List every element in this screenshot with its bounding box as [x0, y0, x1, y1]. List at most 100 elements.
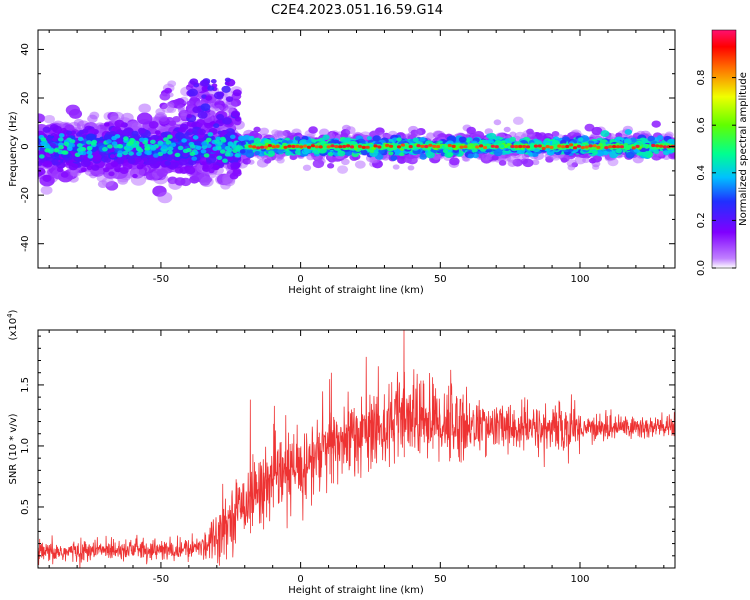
heatmap-cell: [168, 120, 177, 127]
heatmap-cell: [165, 140, 172, 145]
heatmap-cell: [201, 144, 208, 150]
heatmap-cell: [91, 164, 100, 171]
heatmap-cell: [449, 157, 460, 166]
heatmap-cell: [196, 122, 203, 128]
heatmap-cell: [189, 144, 196, 149]
heatmap-cell: [109, 154, 116, 159]
heatmap-cell: [191, 156, 198, 161]
heatmap-cell: [66, 146, 73, 151]
heatmap-cell: [240, 141, 246, 146]
heatmap-cell: [167, 134, 173, 139]
heatmap-cell: [600, 130, 610, 138]
heatmap-cell: [148, 157, 158, 165]
heatmap-cell: [216, 113, 225, 121]
heatmap-cell: [49, 124, 59, 131]
heatmap-cell: [412, 137, 419, 143]
heatmap-cell: [232, 169, 242, 177]
heatmap-cell: [392, 164, 400, 170]
heatmap-cell: [115, 171, 131, 183]
heatmap-cell: [560, 139, 567, 145]
heatmap-cell: [42, 174, 52, 182]
heatmap-cell: [199, 176, 214, 187]
heatmap-cell: [148, 121, 159, 129]
heatmap-cell: [207, 85, 215, 91]
heatmap-cell: [205, 137, 212, 142]
heatmap-cell: [150, 146, 157, 151]
heatmap-cell: [623, 138, 632, 145]
heatmap-cell: [212, 146, 219, 151]
heatmap-cell: [419, 136, 426, 142]
heatmap-cell: [294, 136, 301, 141]
heatmap-cell: [388, 151, 394, 156]
heatmap-cell: [607, 157, 619, 167]
heatmap-cell: [138, 137, 145, 142]
heatmap-cell: [58, 145, 64, 150]
heatmap-cell: [76, 147, 83, 152]
heatmap-cell: [192, 106, 202, 114]
heatmap-cell: [230, 162, 240, 170]
heatmap-cell: [651, 120, 661, 128]
heatmap-cell: [40, 137, 47, 142]
heatmap-cell: [372, 135, 381, 142]
heatmap-cell: [206, 155, 217, 164]
heatmap-cell: [592, 155, 602, 163]
heatmap-cell: [181, 151, 189, 158]
heatmap-cell: [220, 138, 227, 143]
heatmap-cell: [174, 152, 181, 158]
heatmap-cell: [87, 154, 94, 159]
heatmap-cell: [360, 149, 368, 156]
heatmap-cell: [179, 133, 186, 139]
heatmap-cell: [601, 143, 607, 147]
heatmap-cell: [42, 160, 53, 168]
heatmap-cell: [390, 155, 398, 161]
heatmap-cell: [234, 153, 241, 158]
heatmap-cell: [512, 116, 524, 125]
heatmap-cell: [131, 130, 139, 137]
heatmap-cell: [591, 126, 603, 136]
heatmap-cell: [354, 160, 366, 169]
heatmap-cell: [345, 126, 356, 135]
heatmap-cell: [40, 141, 46, 146]
heatmap-cell: [167, 146, 174, 151]
heatmap-cell: [82, 128, 89, 134]
heatmap-cell: [122, 150, 129, 156]
heatmap-cell: [177, 145, 184, 151]
heatmap-cell: [200, 149, 207, 154]
heatmap-cell: [186, 147, 192, 153]
heatmap-cell: [119, 167, 129, 174]
heatmap-cell: [61, 150, 67, 155]
heatmap-cell: [42, 126, 51, 133]
heatmap-cell: [107, 144, 113, 149]
heatmap-cell: [407, 165, 415, 171]
heatmap-cell: [531, 159, 540, 166]
heatmap-cell: [102, 147, 108, 152]
heatmap-cell: [158, 115, 170, 125]
heatmap-cell: [227, 141, 234, 146]
heatmap-cell: [506, 154, 518, 163]
heatmap-cell: [466, 126, 477, 135]
heatmap-cell: [263, 138, 272, 145]
heatmap-cell: [213, 164, 220, 171]
heatmap-cell: [38, 113, 46, 123]
heatmap-cell: [247, 159, 255, 165]
heatmap-cell: [161, 145, 168, 150]
heatmap-cell: [176, 104, 186, 111]
heatmap-cell: [596, 150, 605, 157]
heatmap-cell: [38, 167, 46, 176]
heatmap-cell: [341, 158, 350, 166]
heatmap-cell: [248, 135, 255, 141]
heatmap-cell: [128, 140, 135, 145]
heatmap-cell: [232, 89, 242, 97]
heatmap-cell: [308, 126, 318, 134]
heatmap-cell: [312, 159, 325, 169]
heatmap-cell: [366, 136, 373, 141]
heatmap-cell: [103, 122, 110, 127]
heatmap-cell: [214, 104, 224, 112]
heatmap-cell: [442, 149, 449, 154]
heatmap-cell: [164, 160, 171, 166]
heatmap-cell: [128, 151, 134, 156]
heatmap-cell: [80, 167, 87, 173]
heatmap-cell: [156, 168, 168, 178]
heatmap-cell: [225, 96, 234, 102]
